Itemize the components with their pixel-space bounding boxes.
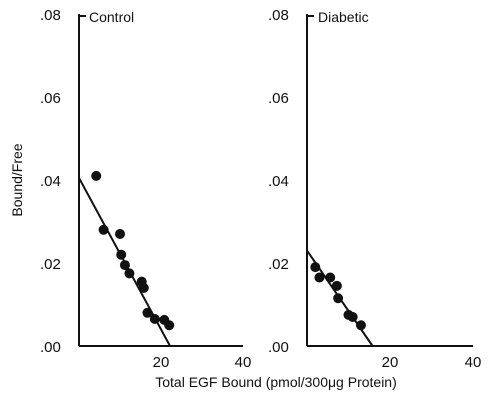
data-point <box>150 314 160 324</box>
x-tick-label: 20 <box>153 354 170 371</box>
data-point <box>333 293 343 303</box>
x-axis-title: Total EGF Bound (pmol/300μg Protein) <box>155 374 397 390</box>
panel-diabetic: Diabetic .00 .02 .04 .06 .08 20 40 <box>268 7 481 371</box>
panel-control: Control .00 .02 .04 .06 .08 20 40 <box>40 7 251 371</box>
data-point <box>310 262 320 272</box>
data-point <box>139 283 149 293</box>
data-point <box>348 312 358 322</box>
y-tick-label: .04 <box>40 173 61 190</box>
data-point <box>164 320 174 330</box>
y-tick-label: .02 <box>40 256 61 273</box>
data-point <box>314 273 324 283</box>
x-tick-label: 40 <box>465 354 482 371</box>
data-point <box>124 268 134 278</box>
x-tick-label: 40 <box>235 354 252 371</box>
panel-diabetic-points <box>310 262 366 330</box>
y-tick-label: .00 <box>268 339 289 356</box>
data-point <box>91 171 101 181</box>
data-point <box>116 250 126 260</box>
panel-diabetic-ticks: .00 .02 .04 .06 .08 20 40 <box>268 7 481 371</box>
data-point <box>115 229 125 239</box>
data-point <box>332 281 342 291</box>
panel-control-points <box>91 171 174 330</box>
y-tick-label: .06 <box>40 90 61 107</box>
y-tick-label: .02 <box>268 256 289 273</box>
y-tick-label: .04 <box>268 173 289 190</box>
panel-control-title: Control <box>89 9 134 25</box>
panel-diabetic-title: Diabetic <box>318 9 369 25</box>
data-point <box>325 273 335 283</box>
data-point <box>356 320 366 330</box>
y-tick-label: .06 <box>268 90 289 107</box>
y-tick-label: .00 <box>40 339 61 356</box>
data-point <box>99 225 109 235</box>
x-tick-label: 20 <box>382 354 399 371</box>
y-tick-label: .08 <box>40 7 61 24</box>
y-axis-title: Bound/Free <box>9 143 25 216</box>
y-tick-label: .08 <box>268 7 289 24</box>
